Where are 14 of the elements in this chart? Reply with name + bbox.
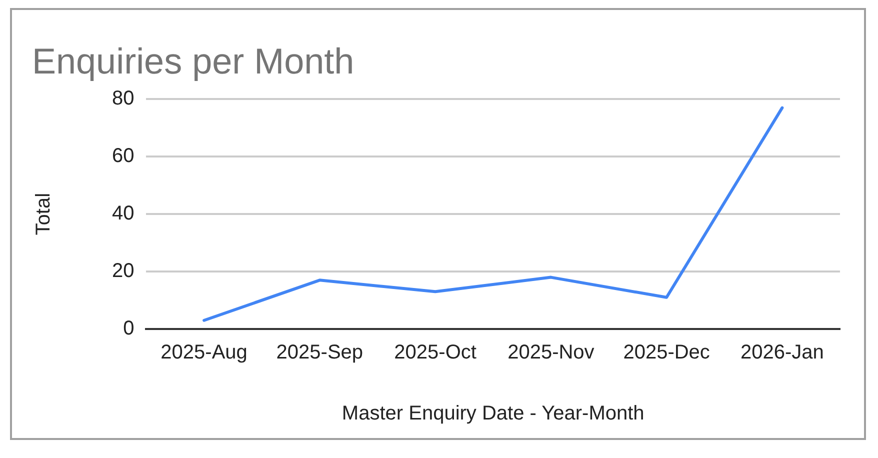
x-tick-label: 2025-Dec bbox=[623, 342, 710, 364]
x-tick-label: 2026-Jan bbox=[740, 342, 824, 364]
x-tick-label: 2025-Aug bbox=[160, 342, 248, 364]
y-axis-title: Total bbox=[32, 192, 55, 236]
y-tick-label: 0 bbox=[123, 318, 134, 340]
y-tick-label: 40 bbox=[112, 202, 134, 225]
y-tick-label: 80 bbox=[112, 88, 134, 110]
x-axis-title: Master Enquiry Date - Year-Month bbox=[342, 402, 644, 425]
x-tick-label: 2025-Oct bbox=[394, 342, 477, 364]
y-tick-label: 60 bbox=[112, 145, 134, 168]
x-tick-label: 2025-Nov bbox=[508, 342, 594, 364]
x-tick-label: 2025-Sep bbox=[276, 342, 364, 364]
y-tick-label: 20 bbox=[112, 260, 134, 282]
chart-title: Enquiries per Month bbox=[32, 40, 354, 82]
